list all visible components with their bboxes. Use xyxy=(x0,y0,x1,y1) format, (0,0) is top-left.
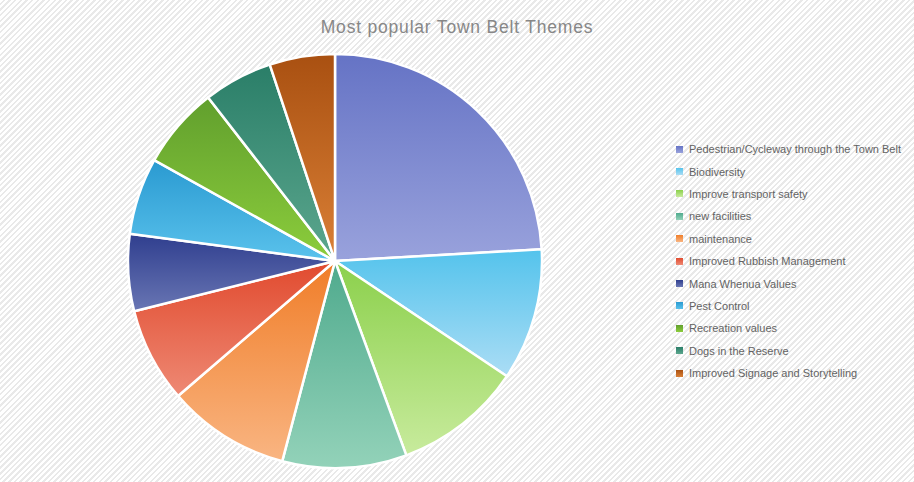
legend-label-6: Mana Whenua Values xyxy=(689,278,796,290)
legend-label-10: Improved Signage and Storytelling xyxy=(689,367,857,379)
legend-swatch-3 xyxy=(676,213,683,220)
legend-item-2[interactable]: Improve transport safety xyxy=(676,183,901,205)
legend-item-7[interactable]: Pest Control xyxy=(676,295,901,317)
legend-item-3[interactable]: new facilities xyxy=(676,205,901,227)
legend-label-7: Pest Control xyxy=(689,300,750,312)
legend-swatch-1 xyxy=(676,168,683,175)
legend-swatch-7 xyxy=(676,302,683,309)
legend-item-5[interactable]: Improved Rubbish Management xyxy=(676,250,901,272)
legend-item-1[interactable]: Biodiversity xyxy=(676,160,901,182)
pie-slice-0[interactable] xyxy=(335,54,542,261)
legend-item-9[interactable]: Dogs in the Reserve xyxy=(676,340,901,362)
legend-label-2: Improve transport safety xyxy=(689,188,808,200)
chart-canvas: Most popular Town Belt Themes Pedestrian… xyxy=(0,0,914,482)
legend-item-6[interactable]: Mana Whenua Values xyxy=(676,272,901,294)
legend-label-0: Pedestrian/Cycleway through the Town Bel… xyxy=(689,143,901,155)
legend-swatch-2 xyxy=(676,190,683,197)
legend-item-10[interactable]: Improved Signage and Storytelling xyxy=(676,362,901,384)
legend-swatch-5 xyxy=(676,258,683,265)
chart-legend: Pedestrian/Cycleway through the Town Bel… xyxy=(676,138,901,384)
legend-label-4: maintenance xyxy=(689,233,752,245)
legend-swatch-8 xyxy=(676,325,683,332)
legend-item-0[interactable]: Pedestrian/Cycleway through the Town Bel… xyxy=(676,138,901,160)
legend-label-3: new facilities xyxy=(689,210,751,222)
legend-item-4[interactable]: maintenance xyxy=(676,228,901,250)
legend-label-9: Dogs in the Reserve xyxy=(689,345,789,357)
legend-item-8[interactable]: Recreation values xyxy=(676,317,901,339)
legend-swatch-4 xyxy=(676,235,683,242)
legend-swatch-10 xyxy=(676,370,683,377)
legend-swatch-9 xyxy=(676,347,683,354)
legend-label-1: Biodiversity xyxy=(689,166,745,178)
legend-label-5: Improved Rubbish Management xyxy=(689,255,846,267)
legend-swatch-6 xyxy=(676,280,683,287)
legend-label-8: Recreation values xyxy=(689,322,777,334)
legend-swatch-0 xyxy=(676,146,683,153)
